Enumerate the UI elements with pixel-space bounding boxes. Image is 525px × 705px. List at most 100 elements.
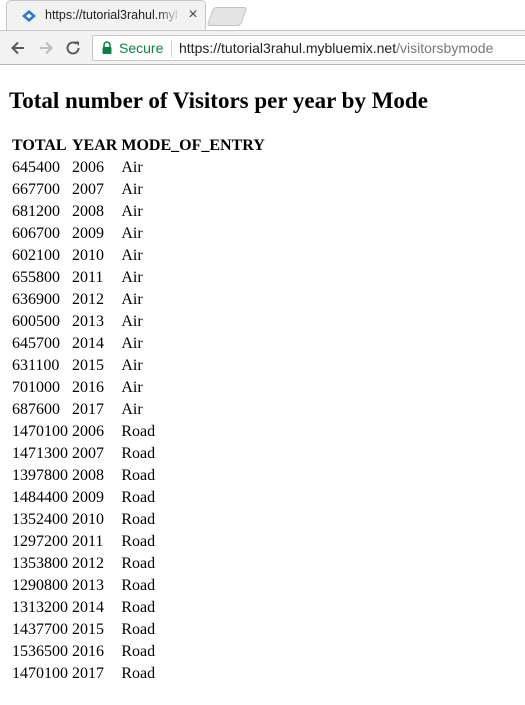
- year-cell: 2010: [72, 247, 104, 264]
- total-cell: 1290800: [12, 577, 68, 594]
- table-row: 1536500 2016 Road: [11, 642, 266, 662]
- mode-cell: Air: [121, 181, 143, 198]
- page-title: Total number of Visitors per year by Mod…: [9, 88, 428, 113]
- mode-cell: Road: [121, 467, 156, 484]
- total-cell: 701000: [12, 379, 60, 396]
- year-cell: 2007: [72, 445, 104, 462]
- total-cell: 1313200: [12, 599, 68, 616]
- total-cell: 1471300: [12, 445, 68, 462]
- mode-cell: Air: [121, 401, 143, 418]
- table-row: 631100 2015 Air: [11, 356, 266, 376]
- mode-cell: Road: [121, 643, 156, 660]
- mode-cell: Air: [121, 291, 143, 308]
- mode-cell: Air: [121, 269, 143, 286]
- table-row: 701000 2016 Air: [11, 378, 266, 398]
- mode-cell: Air: [121, 247, 143, 264]
- total-cell: 1297200: [12, 533, 68, 550]
- mode-cell: Road: [121, 489, 156, 506]
- table-row: 1437700 2015 Road: [11, 620, 266, 640]
- table-row: 1297200 2011 Road: [11, 532, 266, 552]
- year-cell: 2007: [72, 181, 104, 198]
- mode-cell: Road: [121, 665, 156, 682]
- mode-cell: Air: [121, 357, 143, 374]
- table-row: 1484400 2009 Road: [11, 488, 266, 508]
- visitors-table: TOTAL YEAR MODE_OF_ENTRY 645400 2006 Air 6677…: [9, 134, 268, 686]
- year-cell: 2009: [72, 489, 104, 506]
- mode-cell: Road: [121, 511, 156, 528]
- total-cell: 606700: [12, 225, 60, 242]
- table-row: 636900 2012 Air: [11, 290, 266, 310]
- table-row: 655800 2011 Air: [11, 268, 266, 288]
- mode-cell: Road: [121, 621, 156, 638]
- header-total: TOTAL: [12, 137, 67, 154]
- year-cell: 2013: [72, 577, 104, 594]
- table-row: 602100 2010 Air: [11, 246, 266, 266]
- table-row: 1313200 2014 Road: [11, 598, 266, 618]
- mode-cell: Road: [121, 555, 156, 572]
- secure-label: Secure: [119, 40, 164, 56]
- url-text[interactable]: https://tutorial3rahul.mybluemix.net/vis…: [179, 40, 493, 56]
- table-header-row: TOTAL YEAR MODE_OF_ENTRY: [11, 136, 266, 156]
- table-row: 1470100 2006 Road: [11, 422, 266, 442]
- lock-icon: [102, 41, 112, 54]
- mode-cell: Road: [121, 577, 156, 594]
- mode-cell: Air: [121, 225, 143, 242]
- table-row: 645700 2014 Air: [11, 334, 266, 354]
- mode-cell: Air: [121, 335, 143, 352]
- total-cell: 1484400: [12, 489, 68, 506]
- year-cell: 2017: [72, 401, 104, 418]
- total-cell: 1536500: [12, 643, 68, 660]
- close-tab-icon[interactable]: ×: [188, 6, 198, 23]
- year-cell: 2006: [72, 159, 104, 176]
- reload-icon[interactable]: [64, 39, 82, 57]
- year-cell: 2012: [72, 291, 104, 308]
- year-cell: 2008: [72, 467, 104, 484]
- browser-tab[interactable]: https://tutorial3rahul.mybluemix.net ×: [6, 0, 206, 30]
- total-cell: 1470100: [12, 423, 68, 440]
- address-divider: [171, 40, 172, 57]
- total-cell: 645400: [12, 159, 60, 176]
- year-cell: 2006: [72, 423, 104, 440]
- total-cell: 667700: [12, 181, 60, 198]
- total-cell: 602100: [12, 247, 60, 264]
- year-cell: 2015: [72, 621, 104, 638]
- table-row: 667700 2007 Air: [11, 180, 266, 200]
- browser-toolbar: Secure https://tutorial3rahul.mybluemix.…: [0, 30, 525, 65]
- mode-cell: Air: [121, 313, 143, 330]
- table-row: 1397800 2008 Road: [11, 466, 266, 486]
- year-cell: 2011: [72, 533, 104, 550]
- year-cell: 2010: [72, 511, 104, 528]
- tab-title: https://tutorial3rahul.mybluemix.net: [45, 8, 177, 22]
- total-cell: 636900: [12, 291, 60, 308]
- total-cell: 1353800: [12, 555, 68, 572]
- total-cell: 681200: [12, 203, 60, 220]
- year-cell: 2014: [72, 599, 104, 616]
- url-host: https://tutorial3rahul.mybluemix.net: [179, 40, 397, 56]
- address-bar[interactable]: Secure https://tutorial3rahul.mybluemix.…: [92, 35, 525, 61]
- url-path: /visitorsbymode: [396, 40, 494, 56]
- back-arrow-icon[interactable]: [9, 39, 27, 57]
- total-cell: 1352400: [12, 511, 68, 528]
- year-cell: 2016: [72, 643, 104, 660]
- total-cell: 645700: [12, 335, 60, 352]
- total-cell: 687600: [12, 401, 60, 418]
- header-year: YEAR: [72, 137, 118, 154]
- table-body: 645400 2006 Air 667700 2007 Air 681200 2008 Air 6…: [11, 158, 266, 684]
- year-cell: 2009: [72, 225, 104, 242]
- table-row: 600500 2013 Air: [11, 312, 266, 332]
- total-cell: 655800: [12, 269, 60, 286]
- new-tab-button[interactable]: [206, 7, 248, 26]
- table-row: 606700 2009 Air: [11, 224, 266, 244]
- table-row: 681200 2008 Air: [11, 202, 266, 222]
- year-cell: 2013: [72, 313, 104, 330]
- year-cell: 2011: [72, 269, 104, 286]
- table-row: 1470100 2017 Road: [11, 664, 266, 684]
- table-row: 1353800 2012 Road: [11, 554, 266, 574]
- year-cell: 2016: [72, 379, 104, 396]
- mode-cell: Air: [121, 159, 143, 176]
- forward-arrow-icon[interactable]: [37, 39, 55, 57]
- table-row: 1352400 2010 Road: [11, 510, 266, 530]
- mode-cell: Air: [121, 203, 143, 220]
- tab-title-fade: [157, 5, 181, 25]
- total-cell: 1437700: [12, 621, 68, 638]
